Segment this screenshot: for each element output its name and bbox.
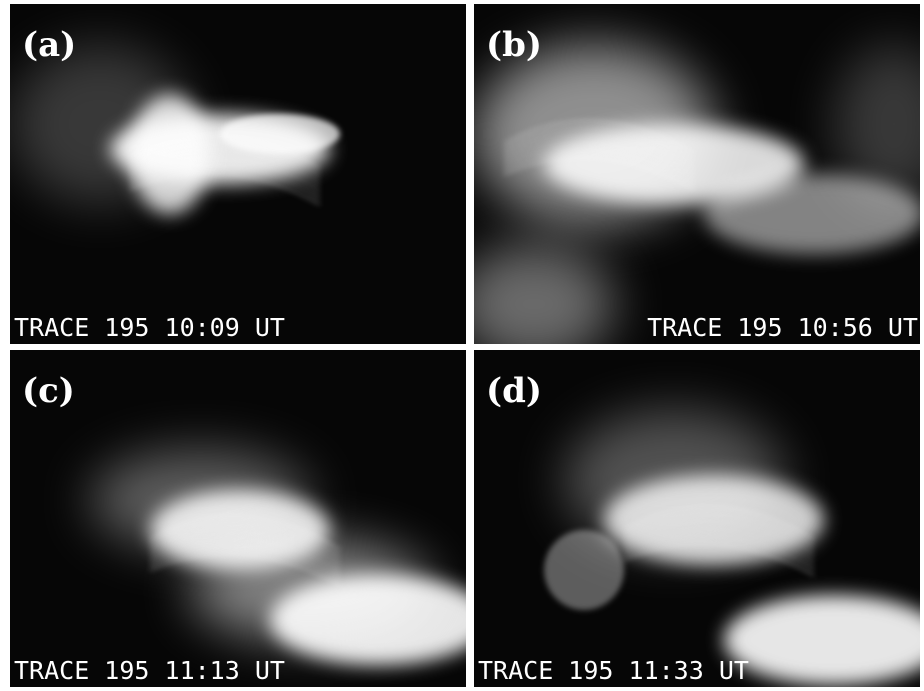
- coronal-loop: [129, 157, 321, 191]
- coronal-loop: [129, 135, 321, 170]
- coronal-loop: [129, 149, 321, 184]
- panel-label: (c): [22, 371, 75, 411]
- coronal-loop: [623, 542, 815, 576]
- coronal-loop: [623, 520, 815, 555]
- coronal-loop: [623, 528, 815, 562]
- coronal-loop: [623, 506, 815, 541]
- coronal-glow: [834, 44, 920, 204]
- panel-content: [10, 350, 466, 687]
- panel-label: (a): [22, 25, 76, 65]
- coronal-loop: [149, 538, 341, 572]
- panel-caption: TRACE 195 11:33 UT: [478, 656, 749, 685]
- coronal-loop: [149, 530, 341, 565]
- panel-content: [474, 350, 920, 687]
- panel-caption: TRACE 195 10:09 UT: [14, 313, 285, 342]
- image-panel: (b) TRACE 195 10:56 UT: [474, 4, 920, 344]
- coronal-loop: [503, 142, 695, 176]
- coronal-loop: [129, 171, 321, 205]
- panel-caption: TRACE 195 10:56 UT: [647, 313, 918, 342]
- coronal-loop: [129, 142, 321, 177]
- coronal-glow: [220, 114, 340, 154]
- coronal-glow: [90, 450, 310, 550]
- image-panel: (d) TRACE 195 11:33 UT: [474, 350, 920, 687]
- panel-content: [474, 4, 920, 344]
- image-panel: (a) TRACE 195 10:09 UT: [10, 4, 466, 344]
- coronal-loop: [149, 516, 341, 551]
- coronal-glow: [474, 244, 614, 344]
- coronal-loop: [149, 545, 341, 579]
- image-panel: (c) TRACE 195 11:13 UT: [10, 350, 466, 687]
- panel-label: (b): [486, 25, 542, 65]
- coronal-loop: [149, 523, 341, 558]
- coronal-glow: [544, 530, 624, 610]
- coronal-glow: [724, 595, 920, 685]
- panel-label: (d): [486, 371, 542, 411]
- coronal-loop: [129, 164, 321, 198]
- coronal-loop: [503, 120, 695, 155]
- coronal-glow: [190, 540, 430, 640]
- coronal-loop: [503, 134, 695, 169]
- coronal-loop: [503, 149, 695, 183]
- coronal-loop: [149, 552, 341, 586]
- panel-caption: TRACE 195 11:13 UT: [14, 656, 285, 685]
- coronal-glow: [564, 410, 784, 550]
- coronal-loop: [503, 127, 695, 162]
- panel-content: [10, 4, 466, 344]
- coronal-glow: [10, 44, 190, 204]
- coronal-loop: [503, 156, 695, 190]
- coronal-loop: [623, 535, 815, 569]
- coronal-loop: [623, 513, 815, 548]
